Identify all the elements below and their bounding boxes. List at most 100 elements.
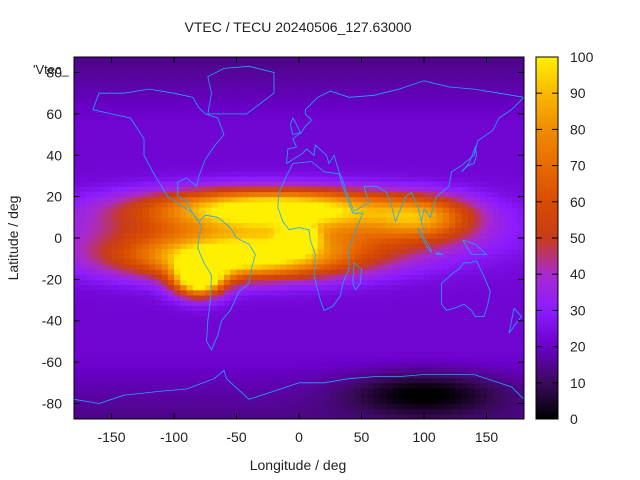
heatmap-cell [130, 238, 138, 244]
heatmap-cell [161, 238, 169, 244]
heatmap-cell [430, 284, 438, 291]
heatmap-cell [411, 408, 419, 415]
heatmap-cell [224, 305, 231, 311]
heatmap-cell [274, 72, 281, 79]
heatmap-cell [267, 408, 275, 415]
heatmap-cell [311, 134, 319, 141]
heatmap-cell [205, 263, 213, 270]
heatmap-cell [224, 346, 231, 353]
heatmap-cell [517, 403, 524, 410]
heatmap-cell [486, 372, 494, 379]
heatmap-cell [161, 191, 169, 198]
heatmap-cell [280, 88, 288, 94]
heatmap-cell [92, 377, 100, 384]
heatmap-cell [486, 310, 494, 317]
heatmap-cell [305, 186, 313, 193]
heatmap-cell [430, 206, 438, 213]
heatmap-cell [74, 393, 81, 399]
heatmap-cell [399, 186, 406, 193]
heatmap-cell [280, 201, 288, 208]
heatmap-cell [342, 300, 350, 306]
heatmap-cell [317, 232, 325, 239]
heatmap-cell [367, 346, 375, 353]
heatmap-cell [461, 367, 469, 374]
heatmap-cell [267, 196, 275, 203]
heatmap-cell [236, 222, 244, 229]
heatmap-cell [192, 398, 200, 405]
heatmap-cell [492, 119, 500, 125]
heatmap-cell [249, 248, 256, 255]
heatmap-cell [124, 398, 131, 405]
heatmap-cell [136, 212, 144, 218]
heatmap-cell [511, 300, 519, 306]
heatmap-cell [324, 387, 331, 394]
heatmap-cell [192, 134, 200, 141]
heatmap-cell [111, 351, 119, 358]
heatmap-cell [361, 346, 369, 353]
heatmap-cell [136, 232, 144, 239]
heatmap-cell [211, 258, 219, 265]
heatmap-cell [236, 77, 244, 84]
heatmap-cell [355, 408, 363, 415]
heatmap-cell [461, 320, 469, 327]
heatmap-cell [205, 294, 213, 301]
heatmap-cell [436, 175, 444, 182]
heatmap-cell [105, 77, 113, 84]
heatmap-cell [517, 351, 524, 358]
heatmap-cell [449, 408, 456, 415]
heatmap-cell [117, 72, 125, 79]
heatmap-cell [386, 310, 394, 317]
heatmap-cell [230, 367, 238, 374]
heatmap-cell [336, 305, 344, 311]
heatmap-cell [261, 253, 269, 260]
heatmap-cell [511, 196, 519, 203]
heatmap-cell [180, 232, 188, 239]
heatmap-cell [142, 253, 150, 260]
heatmap-cell [192, 336, 200, 343]
heatmap-cell [124, 238, 131, 244]
heatmap-cell [474, 57, 481, 63]
heatmap-cell [274, 93, 281, 99]
heatmap-cell [224, 284, 231, 291]
heatmap-cell [149, 351, 156, 358]
heatmap-cell [299, 263, 306, 270]
heatmap-cell [174, 263, 181, 270]
heatmap-cell [180, 263, 188, 270]
heatmap-cell [211, 362, 219, 368]
heatmap-cell [249, 201, 256, 208]
heatmap-cell [499, 372, 506, 379]
heatmap-cell [511, 356, 519, 363]
heatmap-cell [417, 62, 425, 68]
heatmap-cell [142, 103, 150, 110]
heatmap-cell [330, 62, 338, 68]
heatmap-cell [405, 170, 413, 177]
heatmap-cell [330, 294, 338, 301]
heatmap-cell [480, 372, 488, 379]
heatmap-cell [117, 62, 125, 68]
heatmap-cell [449, 175, 456, 182]
heatmap-cell [205, 227, 213, 234]
heatmap-cell [436, 191, 444, 198]
heatmap-cell [155, 98, 163, 105]
heatmap-cell [74, 336, 81, 343]
heatmap-cell [430, 227, 438, 234]
heatmap-cell [255, 336, 263, 343]
heatmap-cell [311, 181, 319, 187]
heatmap-cell [342, 82, 350, 89]
heatmap-cell [142, 93, 150, 99]
heatmap-cell [299, 387, 306, 394]
heatmap-cell [442, 212, 450, 218]
heatmap-cell [192, 372, 200, 379]
heatmap-cell [205, 253, 213, 260]
heatmap-cell [186, 325, 194, 332]
heatmap-cell [392, 243, 400, 249]
heatmap-cell [355, 186, 363, 193]
heatmap-cell [155, 93, 163, 99]
heatmap-cell [267, 67, 275, 74]
heatmap-cell [280, 289, 288, 296]
heatmap-cell [261, 310, 269, 317]
heatmap-cell [124, 88, 131, 94]
heatmap-cell [111, 315, 119, 322]
heatmap-cell [180, 103, 188, 110]
heatmap-cell [380, 175, 388, 182]
